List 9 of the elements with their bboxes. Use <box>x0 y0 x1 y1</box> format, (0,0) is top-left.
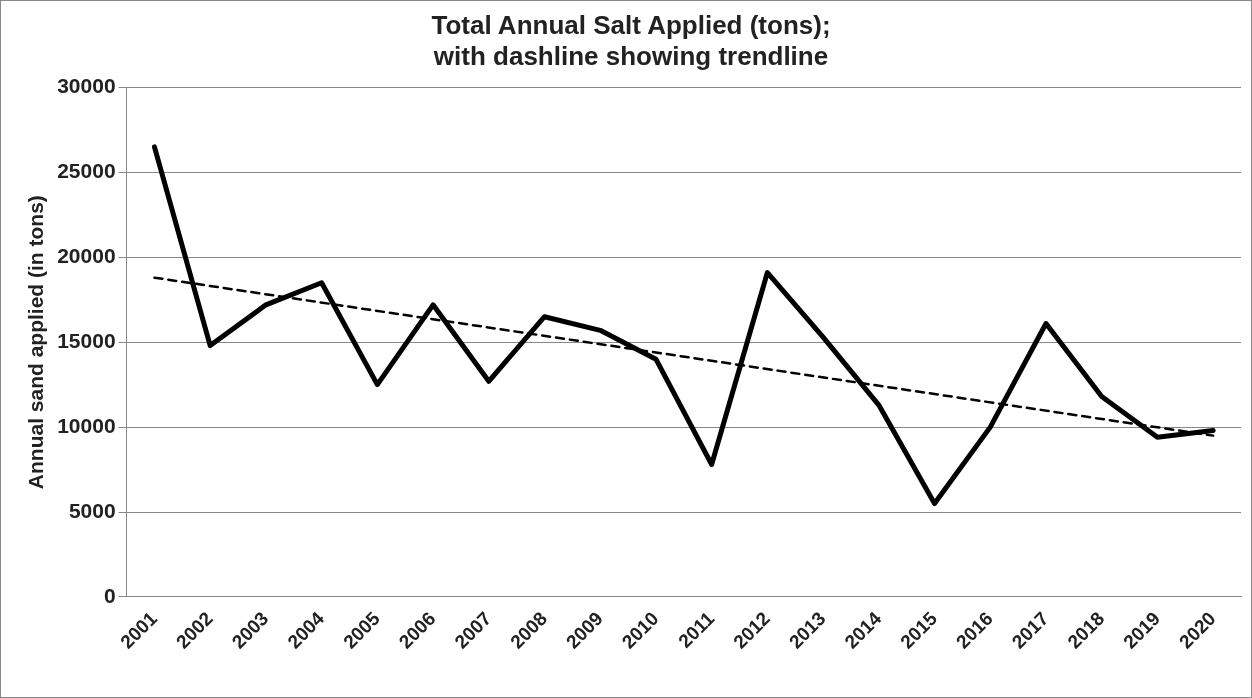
y-tick-label: 30000 <box>57 74 116 98</box>
chart-title: Total Annual Salt Applied (tons); with dashline showing trendline <box>431 9 831 71</box>
y-tick-label: 20000 <box>57 244 116 268</box>
y-tick-label: 5000 <box>68 498 116 522</box>
y-tick-label: 10000 <box>57 413 116 437</box>
y-axis-title: Annual sand applied (in tons) <box>24 195 48 490</box>
y-tick-label: 15000 <box>57 328 116 352</box>
y-tick-label: 0 <box>103 583 116 607</box>
y-tick-label: 25000 <box>57 159 116 183</box>
